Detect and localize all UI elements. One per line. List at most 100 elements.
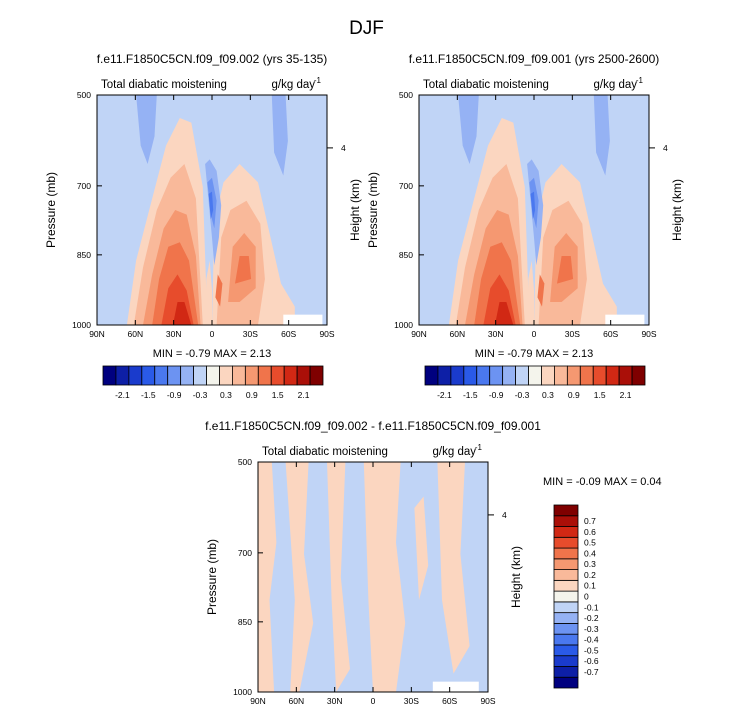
stats-text: MIN = -0.09 MAX = 0.04 xyxy=(543,476,662,488)
colorbar-swatch xyxy=(128,365,143,386)
y-axis-title: Pressure (mb) xyxy=(44,172,58,248)
colorbar-label: 0.6 xyxy=(584,527,596,537)
colorbar-swatch xyxy=(450,365,465,386)
x-tick-label: 90S xyxy=(319,329,334,339)
x-tick-label: 30S xyxy=(243,329,258,339)
colorbar-swatch xyxy=(141,365,156,386)
colorbar-label: 0.3 xyxy=(220,390,232,400)
y-axis-title: Pressure (mb) xyxy=(205,539,219,615)
y-tick-label: 850 xyxy=(399,250,413,260)
x-tick-label: 60S xyxy=(442,696,457,706)
colorbar-swatch xyxy=(592,365,607,386)
diff-warm-3 xyxy=(327,462,350,692)
colorbar-swatch xyxy=(489,365,504,386)
colorbar-label: -0.3 xyxy=(515,390,530,400)
colorbar-right: -2.1 -1.5 -0.9 -0.3 0.3 0.9 1.5 2.1 xyxy=(424,365,646,400)
contour-cool-2 xyxy=(271,95,288,176)
y-tick-label: 700 xyxy=(77,181,91,191)
colorbar-swatch xyxy=(553,655,579,667)
right-label: g/kg day xyxy=(272,79,316,91)
colorbar-swatch xyxy=(566,365,581,386)
colorbar-swatch xyxy=(502,365,516,386)
colorbar-swatch xyxy=(206,365,220,386)
colorbar-swatch xyxy=(554,365,568,386)
colorbar-swatch xyxy=(553,676,579,689)
colorbar-swatch xyxy=(553,601,579,614)
y-tick-label: 1000 xyxy=(394,320,413,330)
colorbar-label: -0.9 xyxy=(167,390,182,400)
colorbar-swatch xyxy=(193,365,207,386)
y-tick-label: 850 xyxy=(238,617,252,627)
y-tick-label: 850 xyxy=(77,250,91,260)
colorbar-label: -0.4 xyxy=(584,635,599,645)
colorbar-swatch xyxy=(424,365,439,386)
colorbar-swatch xyxy=(437,365,452,386)
contour-warm-12 xyxy=(527,260,534,325)
panel-1: f.e11.F1850C5CN.f09_f09.002 (yrs 35-135)… xyxy=(44,52,362,339)
x-tick-label: 90N xyxy=(411,329,427,339)
colorbar-swatch xyxy=(605,365,620,386)
contour-cool-5 xyxy=(208,191,214,220)
y-axis-title-right: Height (km) xyxy=(670,179,684,241)
colorbar-swatch xyxy=(515,365,529,386)
y-tick-label: 500 xyxy=(238,457,252,467)
contour-cool-2 xyxy=(593,95,610,176)
right-label: g/kg day xyxy=(433,446,477,458)
colorbar-label: -0.7 xyxy=(584,667,599,677)
y-tick-label: 1000 xyxy=(233,687,252,697)
contour-warm-10 xyxy=(557,256,574,284)
contour-warm-6 xyxy=(494,302,514,325)
colorbar-label: 0.3 xyxy=(542,390,554,400)
x-tick-label: 60N xyxy=(128,329,144,339)
colorbar-swatch xyxy=(115,365,130,386)
colorbar-swatch xyxy=(167,365,182,386)
missing-data-patch xyxy=(605,314,645,325)
y-axis-title-right: Height (km) xyxy=(509,546,523,608)
colorbar-swatch xyxy=(618,365,633,386)
y-tick-label: 700 xyxy=(399,181,413,191)
colorbar-label: -1.5 xyxy=(463,390,478,400)
colorbar-swatch xyxy=(296,365,311,386)
colorbar-swatch xyxy=(541,365,555,386)
colorbar-label: 0 xyxy=(584,592,589,602)
colorbar-swatch xyxy=(579,365,594,386)
diff-warm-4 xyxy=(363,462,406,692)
colorbar-swatch xyxy=(232,365,246,386)
diff-warm-5 xyxy=(437,462,470,674)
diff-warm-6 xyxy=(414,496,429,600)
colorbar-swatch xyxy=(553,644,579,657)
colorbar-swatch xyxy=(553,612,579,624)
contour-warm-12 xyxy=(205,260,212,325)
colorbar-label: 0.9 xyxy=(246,390,258,400)
x-tick-label: 0 xyxy=(532,329,537,339)
colorbar-swatch xyxy=(553,569,579,581)
panel-title: f.e11.F1850C5CN.f09_f09.002 - f.e11.F185… xyxy=(205,419,541,433)
contour-warm-11 xyxy=(215,274,223,307)
contour-cool-1 xyxy=(458,95,479,164)
colorbar-label: 0.3 xyxy=(584,559,596,569)
contour-cool-5 xyxy=(530,191,536,220)
colorbar-swatch xyxy=(553,558,579,570)
colorbar-swatch xyxy=(283,365,298,386)
colorbar-swatch xyxy=(553,536,579,549)
colorbar-label: -2.1 xyxy=(437,390,452,400)
colorbar-swatch xyxy=(180,365,194,386)
right-label-superscript: -1 xyxy=(636,76,644,85)
x-tick-label: 30N xyxy=(488,329,504,339)
colorbar-swatch xyxy=(528,365,542,386)
colorbar-swatch xyxy=(553,590,579,603)
diff-warm-2 xyxy=(285,462,314,692)
panel-title: f.e11.F1850C5CN.f09_f09.001 (yrs 2500-26… xyxy=(409,52,660,66)
panel-title: f.e11.F1850C5CN.f09_f09.002 (yrs 35-135) xyxy=(97,52,328,66)
x-tick-label: 0 xyxy=(210,329,215,339)
colorbar-label: 1.5 xyxy=(272,390,284,400)
contour-warm-11 xyxy=(537,274,545,307)
missing-data-patch xyxy=(283,314,323,325)
colorbar-label: 0.5 xyxy=(584,538,596,548)
x-tick-label: 30S xyxy=(565,329,580,339)
colorbar-swatch xyxy=(553,515,579,527)
colorbar-swatch xyxy=(154,365,169,386)
colorbar-swatch xyxy=(553,666,579,678)
x-tick-label: 30S xyxy=(404,696,419,706)
colorbar-label: 2.1 xyxy=(620,390,632,400)
